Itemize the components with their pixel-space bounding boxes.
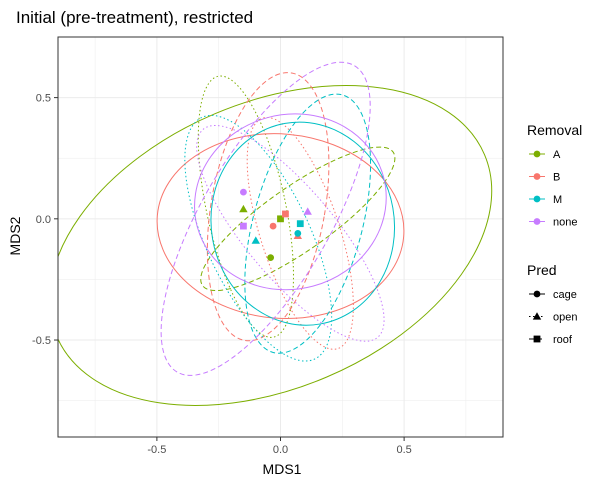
legend-key-point-B xyxy=(533,173,541,180)
legend-label-B: B xyxy=(553,172,560,184)
legend-key-point-A xyxy=(533,150,541,158)
point-none-open xyxy=(303,207,312,215)
y-axis-label: MDS2 xyxy=(7,216,23,255)
ellipse-none-cage xyxy=(194,113,387,291)
legend-label-A: A xyxy=(553,149,561,161)
point-none-cage xyxy=(240,188,247,196)
point-B-roof xyxy=(282,210,289,218)
point-A-roof xyxy=(277,215,284,223)
point-M-cage xyxy=(294,229,302,237)
point-M-open xyxy=(251,236,260,244)
legend-label-none: none xyxy=(553,217,577,229)
shape-legend-title: Pred xyxy=(527,262,557,278)
point-M-roof xyxy=(296,220,304,228)
legend-key-point-M xyxy=(533,195,541,203)
point-B-cage xyxy=(269,222,277,230)
ellipse-M-cage xyxy=(210,121,396,326)
x-tick-label: 0.5 xyxy=(396,444,411,456)
legend-label-roof: roof xyxy=(553,334,573,346)
point-none-roof xyxy=(240,222,247,230)
ellipse-A-open xyxy=(197,75,294,338)
legend-key-point-roof xyxy=(533,335,541,343)
chart-title: Initial (pre-treatment), restricted xyxy=(16,8,253,27)
ellipse-A-roof xyxy=(200,146,396,292)
x-tick-label: -0.5 xyxy=(147,444,166,456)
point-A-cage xyxy=(267,254,275,262)
x-tick-label: 0.0 xyxy=(273,444,288,456)
legend-label-cage: cage xyxy=(553,289,577,301)
legend-key-point-none xyxy=(533,218,541,225)
y-tick-label: -0.5 xyxy=(32,335,51,347)
legend-key-point-cage xyxy=(533,290,541,298)
point-A-open xyxy=(239,204,248,213)
color-legend-title: Removal xyxy=(527,122,582,138)
legend-label-open: open xyxy=(553,312,577,324)
ellipse-B-open xyxy=(246,116,354,350)
legend-label-M: M xyxy=(553,194,562,206)
ellipse-A-cage xyxy=(58,85,493,406)
y-tick-label: 0.0 xyxy=(36,214,51,226)
legend-key-point-open xyxy=(532,312,542,320)
ellipse-none-open xyxy=(196,125,385,342)
x-axis-label: MDS1 xyxy=(263,461,302,477)
y-tick-label: 0.5 xyxy=(36,93,51,105)
